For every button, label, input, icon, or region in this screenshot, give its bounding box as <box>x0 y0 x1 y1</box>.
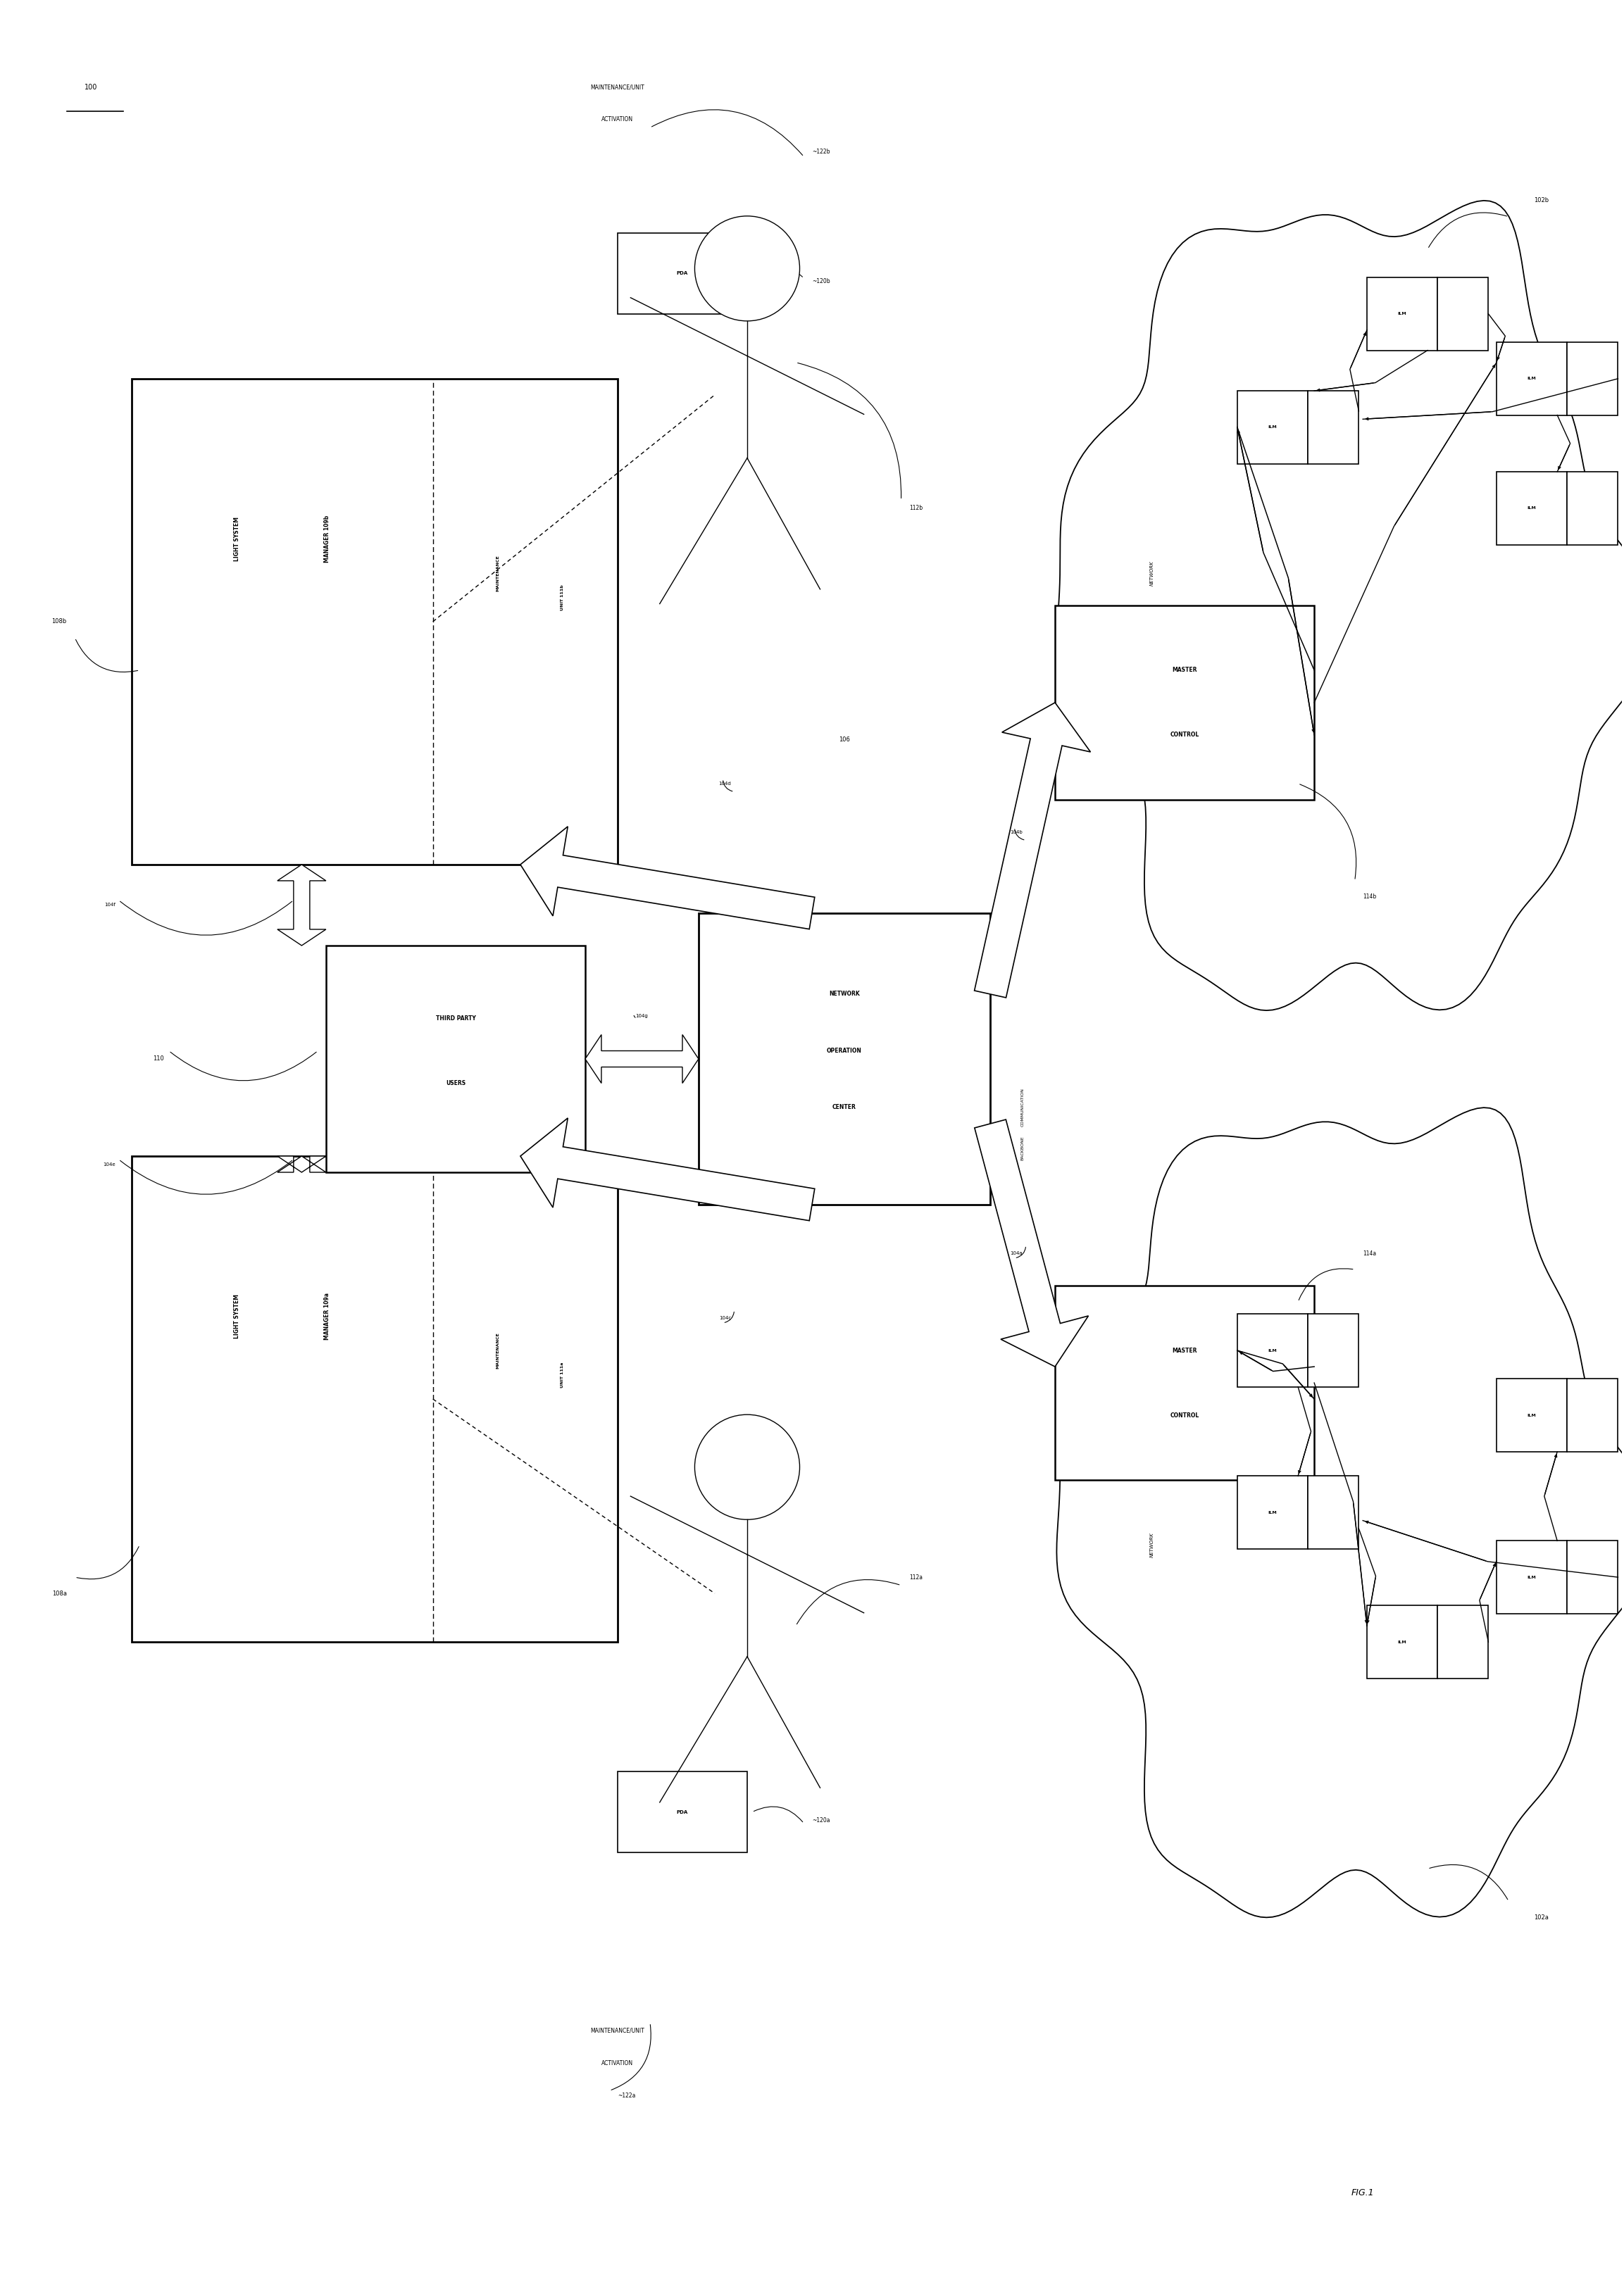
Text: 102b: 102b <box>1533 197 1548 204</box>
Text: BACKBONE: BACKBONE <box>1021 1137 1025 1159</box>
Text: MAINTENANCE: MAINTENANCE <box>495 1332 499 1368</box>
Text: 104d: 104d <box>718 781 731 785</box>
Text: MASTER: MASTER <box>1173 668 1197 673</box>
Bar <box>1056 606 1314 799</box>
Text: COMMUNICATION: COMMUNICATION <box>1021 1088 1025 1127</box>
Text: ILM: ILM <box>1398 312 1406 315</box>
Bar <box>1307 1476 1359 1550</box>
Text: FIG.1: FIG.1 <box>1351 2188 1374 2197</box>
Polygon shape <box>520 1118 815 1221</box>
Text: ILM: ILM <box>1527 507 1536 510</box>
Polygon shape <box>974 1120 1088 1366</box>
Text: 114b: 114b <box>1363 893 1377 900</box>
Bar <box>1496 1541 1567 1614</box>
Bar <box>1237 390 1307 464</box>
Bar <box>326 946 585 1173</box>
Text: UNIT 111b: UNIT 111b <box>560 585 564 611</box>
Text: PDA: PDA <box>677 1809 689 1814</box>
Bar <box>1367 1605 1437 1678</box>
Text: 104b: 104b <box>1010 831 1023 833</box>
Text: PDA: PDA <box>677 271 689 276</box>
Text: 108b: 108b <box>52 618 67 625</box>
Text: 104e: 104e <box>102 1162 115 1166</box>
Text: ILM: ILM <box>1527 1414 1536 1417</box>
Text: MASTER: MASTER <box>1173 1348 1197 1355</box>
Text: 104g: 104g <box>635 1015 648 1019</box>
Bar <box>1367 278 1437 351</box>
Text: ACTIVATION: ACTIVATION <box>603 2060 633 2066</box>
Bar <box>698 914 991 1205</box>
Polygon shape <box>974 703 1090 999</box>
Text: ILM: ILM <box>1398 1639 1406 1644</box>
Polygon shape <box>520 827 815 930</box>
Bar <box>617 1773 747 1853</box>
Text: 108a: 108a <box>52 1591 67 1596</box>
Text: 110: 110 <box>153 1056 164 1063</box>
Text: ILM: ILM <box>1268 1348 1276 1352</box>
Text: NETWORK: NETWORK <box>828 992 859 996</box>
Text: 112b: 112b <box>909 505 922 512</box>
Text: ~122a: ~122a <box>617 2092 635 2099</box>
Bar <box>1437 278 1488 351</box>
Text: ~122b: ~122b <box>812 149 830 156</box>
Text: MAINTENANCE/UNIT: MAINTENANCE/UNIT <box>591 2027 645 2034</box>
Circle shape <box>695 216 799 321</box>
Bar <box>1567 1380 1618 1451</box>
Bar <box>1237 1476 1307 1550</box>
Text: ACTIVATION: ACTIVATION <box>603 117 633 122</box>
Bar <box>1496 1380 1567 1451</box>
Bar <box>1567 342 1618 416</box>
Bar <box>1307 1313 1359 1387</box>
Text: ILM: ILM <box>1527 377 1536 381</box>
Text: LIGHT SYSTEM: LIGHT SYSTEM <box>234 1295 240 1339</box>
Bar <box>1496 471 1567 544</box>
Text: NETWORK: NETWORK <box>1150 560 1155 585</box>
Bar <box>132 379 617 866</box>
Text: 114a: 114a <box>1363 1249 1376 1256</box>
Text: OPERATION: OPERATION <box>827 1047 862 1054</box>
Text: MANAGER 109b: MANAGER 109b <box>325 514 331 563</box>
Bar <box>1567 1541 1618 1614</box>
Text: MANAGER 109a: MANAGER 109a <box>325 1293 331 1341</box>
Text: CENTER: CENTER <box>833 1104 856 1111</box>
Text: ILM: ILM <box>1268 425 1276 429</box>
Text: 106: 106 <box>840 737 849 744</box>
Bar <box>1056 1286 1314 1481</box>
Text: CONTROL: CONTROL <box>1171 732 1199 737</box>
Text: 102a: 102a <box>1533 1915 1548 1919</box>
Polygon shape <box>278 1157 326 1173</box>
Text: NETWORK: NETWORK <box>1150 1531 1155 1557</box>
Text: 104c: 104c <box>719 1316 731 1320</box>
Bar <box>1567 471 1618 544</box>
Text: 100: 100 <box>84 83 97 90</box>
Bar <box>132 1157 617 1642</box>
Text: THIRD PARTY: THIRD PARTY <box>435 1015 476 1022</box>
Text: USERS: USERS <box>445 1079 466 1086</box>
Bar <box>1496 342 1567 416</box>
Text: LIGHT SYSTEM: LIGHT SYSTEM <box>234 517 240 560</box>
Text: CONTROL: CONTROL <box>1171 1412 1199 1419</box>
Bar <box>1437 1605 1488 1678</box>
Text: MAINTENANCE/UNIT: MAINTENANCE/UNIT <box>591 85 645 90</box>
Circle shape <box>695 1414 799 1520</box>
Bar <box>617 232 747 315</box>
Text: ILM: ILM <box>1527 1575 1536 1580</box>
Polygon shape <box>585 1035 698 1084</box>
Text: 104f: 104f <box>104 902 115 907</box>
Text: UNIT 111a: UNIT 111a <box>560 1362 564 1387</box>
Text: 112a: 112a <box>909 1575 922 1580</box>
Text: ~120b: ~120b <box>812 278 830 285</box>
Bar <box>1237 1313 1307 1387</box>
Text: ILM: ILM <box>1268 1511 1276 1513</box>
Bar <box>1307 390 1359 464</box>
Text: ~120a: ~120a <box>812 1816 830 1823</box>
Text: MAINTENANCE: MAINTENANCE <box>495 556 499 592</box>
Polygon shape <box>278 866 326 946</box>
Text: 104a: 104a <box>1010 1251 1023 1256</box>
